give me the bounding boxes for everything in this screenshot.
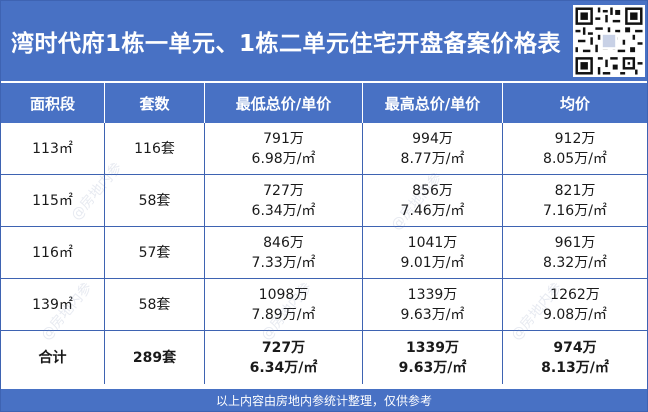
qr-code-graphic	[573, 5, 645, 77]
avg-unit: 9.08万/㎡	[543, 306, 607, 323]
total-min-total: 727万	[261, 339, 306, 356]
min-total: 791万	[263, 130, 304, 147]
min-unit: 7.33万/㎡	[251, 254, 316, 271]
max-unit: 8.77万/㎡	[400, 150, 465, 167]
max-unit: 9.01万/㎡	[400, 254, 465, 271]
area-cell: 115㎡	[1, 175, 105, 226]
header-units: 套数	[105, 83, 205, 123]
units-cell: 58套	[105, 279, 205, 330]
min-price-cell: 1098万 7.89万/㎡	[205, 279, 363, 330]
total-row: 合计 289套 727万 6.34万/㎡ 1339万 9.63万/㎡ 974万 8.1…	[1, 331, 647, 384]
max-price-cell: 856万 7.46万/㎡	[363, 175, 503, 226]
header-max-price: 最高总价/单价	[363, 83, 503, 123]
min-unit: 6.98万/㎡	[251, 150, 316, 167]
total-min-unit: 6.34万/㎡	[249, 359, 318, 376]
min-unit: 7.89万/㎡	[251, 306, 316, 323]
total-avg-total: 974万	[553, 339, 597, 356]
min-price-cell: 846万 7.33万/㎡	[205, 227, 363, 278]
units-cell: 58套	[105, 175, 205, 226]
total-max-total: 1339万	[406, 339, 459, 356]
max-total: 1339万	[407, 286, 458, 303]
table-row: 113㎡ 116套 791万 6.98万/㎡ 994万 8.77万/㎡ 912万 8.…	[1, 123, 647, 175]
avg-unit: 7.16万/㎡	[543, 202, 607, 219]
max-price-cell: 994万 8.77万/㎡	[363, 123, 503, 174]
avg-unit: 8.32万/㎡	[543, 254, 607, 271]
header-min-price: 最低总价/单价	[205, 83, 363, 123]
header-avg-price: 均价	[559, 94, 590, 113]
total-max-unit: 9.63万/㎡	[398, 359, 467, 376]
footer-note: 以上内容由房地内参统计整理，仅供参考	[1, 389, 647, 411]
total-units: 289套	[105, 331, 205, 384]
max-price-cell: 1041万 9.01万/㎡	[363, 227, 503, 278]
total-max-price-cell: 1339万 9.63万/㎡	[363, 331, 503, 384]
min-unit: 6.34万/㎡	[251, 202, 316, 219]
avg-price-cell: 961万 8.32万/㎡	[503, 227, 647, 278]
header-area: 面积段	[1, 83, 105, 123]
table-header: 面积段 套数 最低总价/单价 最高总价/单价 均价	[1, 83, 647, 123]
units-cell: 116套	[105, 123, 205, 174]
avg-total: 961万	[554, 234, 596, 251]
avg-total: 1262万	[550, 286, 600, 303]
avg-price-cell: 912万 8.05万/㎡	[503, 123, 647, 174]
total-avg-price-cell: 974万 8.13万/㎡	[503, 331, 647, 384]
units-cell: 57套	[105, 227, 205, 278]
total-min-price-cell: 727万 6.34万/㎡	[205, 331, 363, 384]
total-avg-unit: 8.13万/㎡	[541, 359, 609, 376]
table-row: 115㎡ 58套 727万 6.34万/㎡ 856万 7.46万/㎡ 821万 7.1…	[1, 175, 647, 227]
total-label: 合计	[1, 331, 105, 384]
table-row: 139㎡ 58套 1098万 7.89万/㎡ 1339万 9.63万/㎡ 1262万…	[1, 279, 647, 331]
area-cell: 139㎡	[1, 279, 105, 330]
area-cell: 113㎡	[1, 123, 105, 174]
area-cell: 116㎡	[1, 227, 105, 278]
avg-total: 912万	[554, 130, 596, 147]
max-total: 1041万	[407, 234, 458, 251]
max-unit: 7.46万/㎡	[400, 202, 465, 219]
title-bar: 湾时代府1栋一单元、1栋二单元住宅开盘备案价格表	[1, 1, 647, 81]
max-total: 994万	[412, 130, 453, 147]
qr-code-icon	[573, 5, 645, 77]
table-row: 116㎡ 57套 846万 7.33万/㎡ 1041万 9.01万/㎡ 961万 8.…	[1, 227, 647, 279]
avg-unit: 8.05万/㎡	[543, 150, 607, 167]
page-title: 湾时代府1栋一单元、1栋二单元住宅开盘备案价格表	[10, 31, 561, 57]
max-price-cell: 1339万 9.63万/㎡	[363, 279, 503, 330]
avg-total: 821万	[554, 182, 596, 199]
min-price-cell: 791万 6.98万/㎡	[205, 123, 363, 174]
table-body: 113㎡ 116套 791万 6.98万/㎡ 994万 8.77万/㎡ 912万 8.…	[1, 123, 647, 384]
min-total: 846万	[263, 234, 304, 251]
min-price-cell: 727万 6.34万/㎡	[205, 175, 363, 226]
avg-price-cell: 1262万 9.08万/㎡	[503, 279, 647, 330]
max-total: 856万	[412, 182, 453, 199]
min-total: 727万	[263, 182, 304, 199]
avg-price-cell: 821万 7.16万/㎡	[503, 175, 647, 226]
min-total: 1098万	[258, 286, 309, 303]
max-unit: 9.63万/㎡	[400, 306, 465, 323]
